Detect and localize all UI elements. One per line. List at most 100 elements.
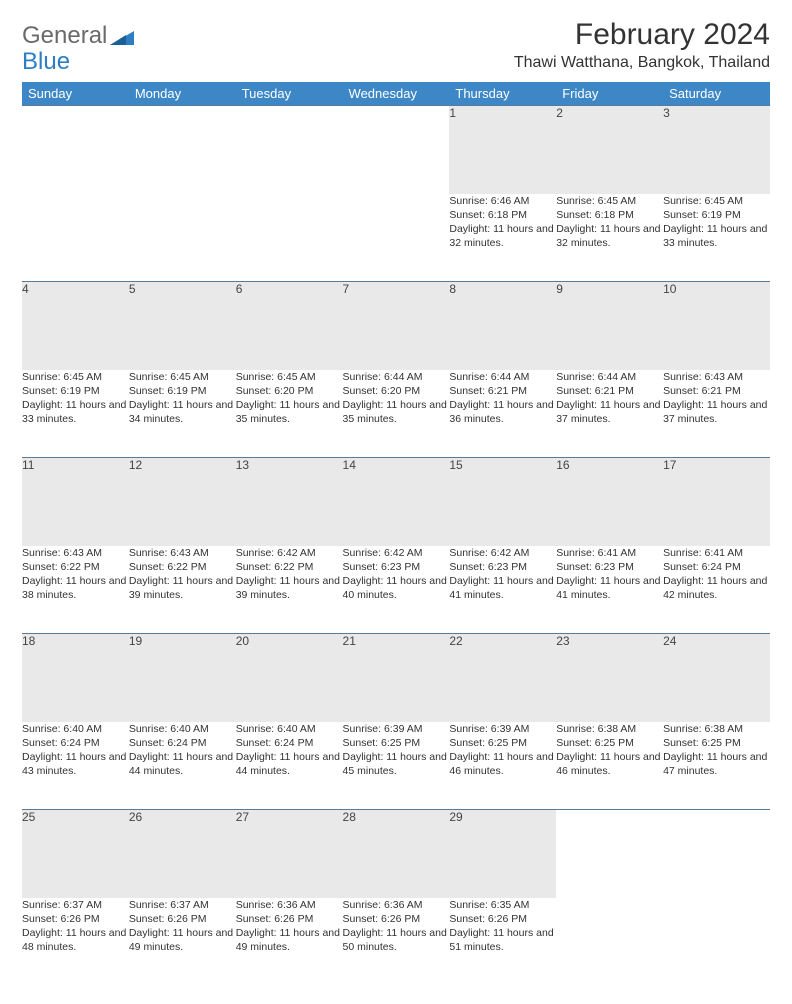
daylight-text: Daylight: 11 hours and 46 minutes.: [449, 750, 556, 778]
daylight-text: Daylight: 11 hours and 34 minutes.: [129, 398, 236, 426]
day-number-cell: 26: [129, 810, 236, 898]
sunrise-text: Sunrise: 6:45 AM: [556, 194, 663, 208]
sunrise-text: Sunrise: 6:41 AM: [663, 546, 770, 560]
day-detail-cell: Sunrise: 6:41 AMSunset: 6:23 PMDaylight:…: [556, 546, 663, 634]
week-detail-row: Sunrise: 6:37 AMSunset: 6:26 PMDaylight:…: [22, 898, 770, 986]
day-number-cell: 12: [129, 458, 236, 546]
day-detail-cell: Sunrise: 6:42 AMSunset: 6:22 PMDaylight:…: [236, 546, 343, 634]
sunset-text: Sunset: 6:25 PM: [343, 736, 450, 750]
sunset-text: Sunset: 6:22 PM: [22, 560, 129, 574]
daylight-text: Daylight: 11 hours and 32 minutes.: [449, 222, 556, 250]
sunset-text: Sunset: 6:26 PM: [343, 912, 450, 926]
day-detail-cell: Sunrise: 6:35 AMSunset: 6:26 PMDaylight:…: [449, 898, 556, 986]
day-detail-cell: Sunrise: 6:46 AMSunset: 6:18 PMDaylight:…: [449, 194, 556, 282]
week-detail-row: Sunrise: 6:40 AMSunset: 6:24 PMDaylight:…: [22, 722, 770, 810]
day-detail-cell: Sunrise: 6:39 AMSunset: 6:25 PMDaylight:…: [343, 722, 450, 810]
sunset-text: Sunset: 6:26 PM: [236, 912, 343, 926]
day-number-cell: 14: [343, 458, 450, 546]
sunset-text: Sunset: 6:19 PM: [129, 384, 236, 398]
calendar-page: GeneralBlue February 2024 Thawi Watthana…: [0, 0, 792, 1004]
empty-detail-cell: [22, 194, 129, 282]
day-number-cell: 29: [449, 810, 556, 898]
page-header: GeneralBlue February 2024 Thawi Watthana…: [22, 18, 770, 74]
empty-day-cell: [556, 810, 663, 898]
daylight-text: Daylight: 11 hours and 42 minutes.: [663, 574, 770, 602]
sunset-text: Sunset: 6:25 PM: [556, 736, 663, 750]
day-number-cell: 23: [556, 634, 663, 722]
empty-day-cell: [129, 106, 236, 194]
sunrise-text: Sunrise: 6:37 AM: [22, 898, 129, 912]
day-number-cell: 25: [22, 810, 129, 898]
week-detail-row: Sunrise: 6:43 AMSunset: 6:22 PMDaylight:…: [22, 546, 770, 634]
week-daynum-row: 45678910: [22, 282, 770, 370]
sunset-text: Sunset: 6:20 PM: [343, 384, 450, 398]
empty-day-cell: [22, 106, 129, 194]
day-number-cell: 4: [22, 282, 129, 370]
sunset-text: Sunset: 6:24 PM: [236, 736, 343, 750]
daylight-text: Daylight: 11 hours and 49 minutes.: [129, 926, 236, 954]
sunset-text: Sunset: 6:23 PM: [449, 560, 556, 574]
brand-part1: General: [22, 22, 107, 49]
sunrise-text: Sunrise: 6:36 AM: [343, 898, 450, 912]
sunrise-text: Sunrise: 6:42 AM: [343, 546, 450, 560]
sunrise-text: Sunrise: 6:39 AM: [449, 722, 556, 736]
week-daynum-row: 11121314151617: [22, 458, 770, 546]
brand-part2: Blue: [22, 48, 70, 75]
empty-detail-cell: [556, 898, 663, 986]
sunrise-text: Sunrise: 6:45 AM: [663, 194, 770, 208]
calendar-body: 1 23 Sunrise: 6:46 AMSunset: 6:18 PMDaylig…: [22, 106, 770, 986]
sunset-text: Sunset: 6:19 PM: [22, 384, 129, 398]
sunrise-text: Sunrise: 6:40 AM: [129, 722, 236, 736]
day-number-cell: 11: [22, 458, 129, 546]
sunset-text: Sunset: 6:18 PM: [556, 208, 663, 222]
sunrise-text: Sunrise: 6:39 AM: [343, 722, 450, 736]
day-detail-cell: Sunrise: 6:45 AMSunset: 6:19 PMDaylight:…: [22, 370, 129, 458]
daylight-text: Daylight: 11 hours and 49 minutes.: [236, 926, 343, 954]
weekday-header: Saturday: [663, 82, 770, 106]
sunrise-text: Sunrise: 6:45 AM: [22, 370, 129, 384]
sunrise-text: Sunrise: 6:38 AM: [663, 722, 770, 736]
sunrise-text: Sunrise: 6:42 AM: [449, 546, 556, 560]
day-number-cell: 1: [449, 106, 556, 194]
sunset-text: Sunset: 6:22 PM: [236, 560, 343, 574]
sunset-text: Sunset: 6:21 PM: [663, 384, 770, 398]
day-number-cell: 5: [129, 282, 236, 370]
day-number-cell: 10: [663, 282, 770, 370]
day-detail-cell: Sunrise: 6:38 AMSunset: 6:25 PMDaylight:…: [556, 722, 663, 810]
sunset-text: Sunset: 6:23 PM: [556, 560, 663, 574]
sunrise-text: Sunrise: 6:41 AM: [556, 546, 663, 560]
empty-detail-cell: [343, 194, 450, 282]
day-detail-cell: Sunrise: 6:39 AMSunset: 6:25 PMDaylight:…: [449, 722, 556, 810]
day-detail-cell: Sunrise: 6:44 AMSunset: 6:21 PMDaylight:…: [556, 370, 663, 458]
day-detail-cell: Sunrise: 6:36 AMSunset: 6:26 PMDaylight:…: [343, 898, 450, 986]
sunrise-text: Sunrise: 6:42 AM: [236, 546, 343, 560]
day-number-cell: 9: [556, 282, 663, 370]
daylight-text: Daylight: 11 hours and 40 minutes.: [343, 574, 450, 602]
sunset-text: Sunset: 6:26 PM: [129, 912, 236, 926]
sunset-text: Sunset: 6:20 PM: [236, 384, 343, 398]
day-number-cell: 18: [22, 634, 129, 722]
daylight-text: Daylight: 11 hours and 39 minutes.: [236, 574, 343, 602]
day-detail-cell: Sunrise: 6:41 AMSunset: 6:24 PMDaylight:…: [663, 546, 770, 634]
daylight-text: Daylight: 11 hours and 44 minutes.: [236, 750, 343, 778]
day-detail-cell: Sunrise: 6:40 AMSunset: 6:24 PMDaylight:…: [129, 722, 236, 810]
week-daynum-row: 18192021222324: [22, 634, 770, 722]
sunset-text: Sunset: 6:26 PM: [22, 912, 129, 926]
empty-detail-cell: [129, 194, 236, 282]
weekday-header: Friday: [556, 82, 663, 106]
day-number-cell: 22: [449, 634, 556, 722]
daylight-text: Daylight: 11 hours and 41 minutes.: [449, 574, 556, 602]
weekday-header: Sunday: [22, 82, 129, 106]
day-number-cell: 6: [236, 282, 343, 370]
empty-detail-cell: [663, 898, 770, 986]
sunrise-text: Sunrise: 6:40 AM: [236, 722, 343, 736]
daylight-text: Daylight: 11 hours and 33 minutes.: [663, 222, 770, 250]
weekday-header: Wednesday: [343, 82, 450, 106]
week-detail-row: Sunrise: 6:46 AMSunset: 6:18 PMDaylight:…: [22, 194, 770, 282]
day-number-cell: 27: [236, 810, 343, 898]
sunset-text: Sunset: 6:23 PM: [343, 560, 450, 574]
daylight-text: Daylight: 11 hours and 36 minutes.: [449, 398, 556, 426]
daylight-text: Daylight: 11 hours and 37 minutes.: [556, 398, 663, 426]
day-detail-cell: Sunrise: 6:45 AMSunset: 6:19 PMDaylight:…: [129, 370, 236, 458]
sunset-text: Sunset: 6:24 PM: [129, 736, 236, 750]
